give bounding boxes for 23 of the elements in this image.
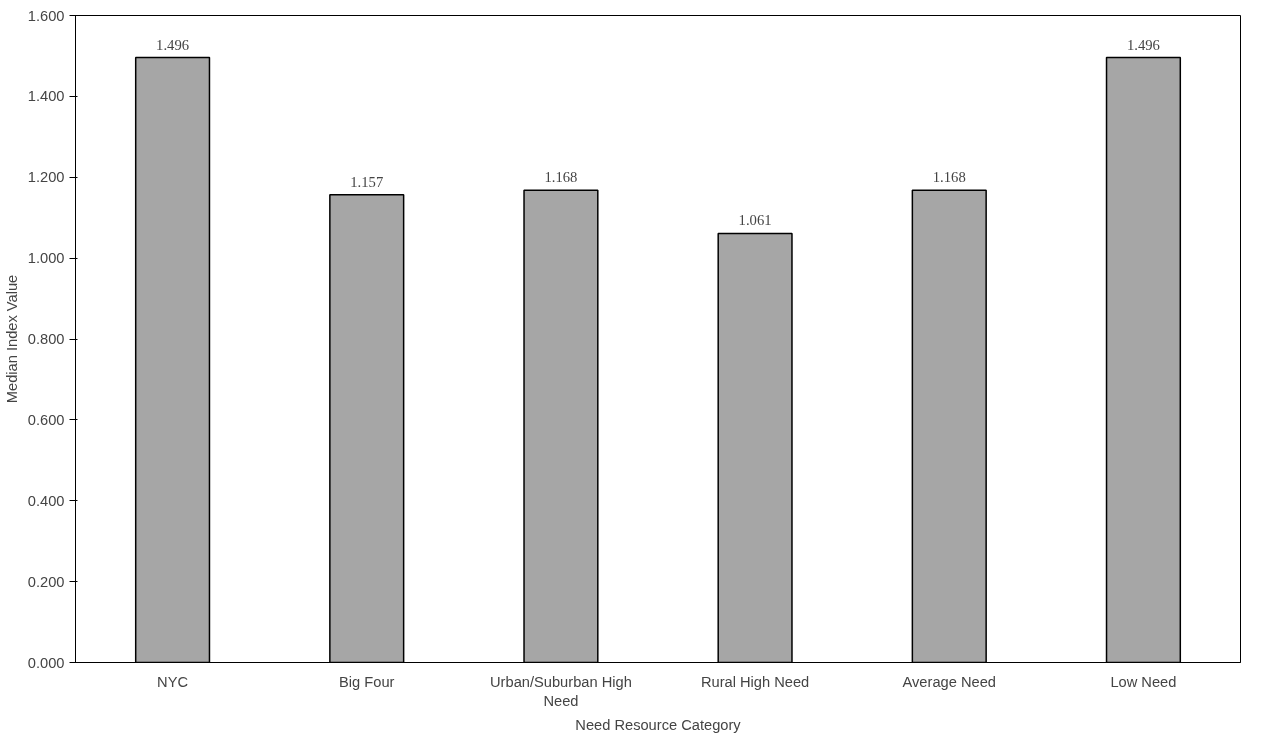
x-tick-label: NYC (157, 673, 189, 690)
data-label: 1.061 (738, 212, 772, 229)
y-tick-label: 0.400 (27, 492, 65, 509)
y-tick-label: 0.800 (27, 331, 65, 347)
y-tick-label: 0.000 (27, 654, 65, 671)
x-tick-label: Rural High Need (700, 673, 810, 690)
y-tick-label: 0.600 (27, 411, 65, 428)
data-label: 1.496 (1126, 36, 1160, 53)
data-label: 1.496 (156, 36, 190, 53)
y-tick-label: 1.600 (27, 7, 65, 24)
x-tick-label: Big Four (339, 673, 395, 690)
data-label: 1.157 (350, 173, 384, 190)
y-tick-label: 1.400 (27, 88, 65, 105)
y-tick-label: 1.200 (27, 169, 65, 186)
y-tick-label: 1.000 (27, 250, 65, 267)
data-label: 1.168 (544, 169, 578, 186)
x-tick-label: Average Need (902, 673, 996, 690)
data-label: 1.168 (932, 169, 966, 186)
y-axis-title: Median Index Value (3, 274, 20, 404)
y-tick-label: 0.200 (27, 573, 65, 590)
x-tick-label: Low Need (1110, 673, 1177, 690)
x-axis-title: Need Resource Category (575, 716, 742, 733)
x-tick-label: Urban/Suburban High Need (490, 673, 632, 709)
